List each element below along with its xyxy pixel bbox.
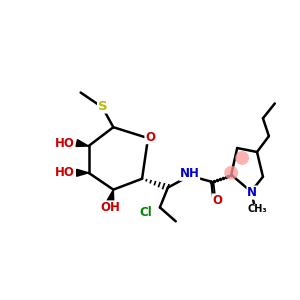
Text: O: O [145,130,155,144]
Polygon shape [107,190,114,202]
Circle shape [224,166,238,180]
Polygon shape [76,140,88,146]
Text: S: S [98,100,107,113]
Text: CH₃: CH₃ [247,204,267,214]
Circle shape [235,151,249,165]
Polygon shape [77,169,88,176]
Text: HO: HO [55,136,75,150]
Text: OH: OH [100,201,120,214]
Text: HO: HO [55,166,75,179]
Text: N: N [247,186,257,199]
Text: NH: NH [180,167,200,180]
Text: O: O [212,194,222,207]
Text: Cl: Cl [140,206,152,219]
